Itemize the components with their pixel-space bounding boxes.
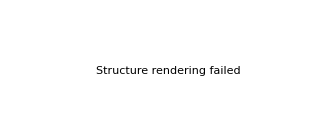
Text: Structure rendering failed: Structure rendering failed	[96, 66, 240, 76]
